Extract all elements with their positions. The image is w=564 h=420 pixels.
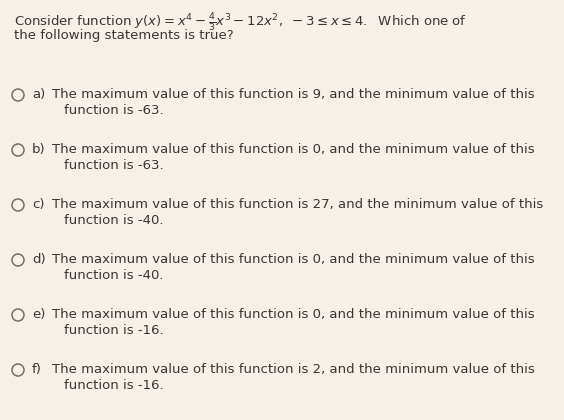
Text: function is -63.: function is -63.	[64, 104, 164, 117]
Text: The maximum value of this function is 0, and the minimum value of this: The maximum value of this function is 0,…	[52, 308, 535, 321]
Text: function is -40.: function is -40.	[64, 214, 164, 227]
Text: function is -16.: function is -16.	[64, 379, 164, 392]
Text: c): c)	[32, 198, 45, 211]
Text: function is -63.: function is -63.	[64, 159, 164, 172]
Text: the following statements is true?: the following statements is true?	[14, 29, 233, 42]
Text: The maximum value of this function is 0, and the minimum value of this: The maximum value of this function is 0,…	[52, 143, 535, 156]
Text: function is -40.: function is -40.	[64, 269, 164, 282]
Text: The maximum value of this function is 27, and the minimum value of this: The maximum value of this function is 27…	[52, 198, 543, 211]
Text: The maximum value of this function is 9, and the minimum value of this: The maximum value of this function is 9,…	[52, 88, 535, 101]
Text: d): d)	[32, 253, 46, 266]
Text: e): e)	[32, 308, 45, 321]
Text: b): b)	[32, 143, 46, 156]
Text: f): f)	[32, 363, 42, 376]
Text: The maximum value of this function is 2, and the minimum value of this: The maximum value of this function is 2,…	[52, 363, 535, 376]
Text: a): a)	[32, 88, 45, 101]
Text: function is -16.: function is -16.	[64, 324, 164, 337]
Text: The maximum value of this function is 0, and the minimum value of this: The maximum value of this function is 0,…	[52, 253, 535, 266]
Text: Consider function $y(x) = x^4 - \frac{4}{3}x^3 - 12x^2,\ -3 \leq x \leq 4.$  Whi: Consider function $y(x) = x^4 - \frac{4}…	[14, 12, 467, 34]
